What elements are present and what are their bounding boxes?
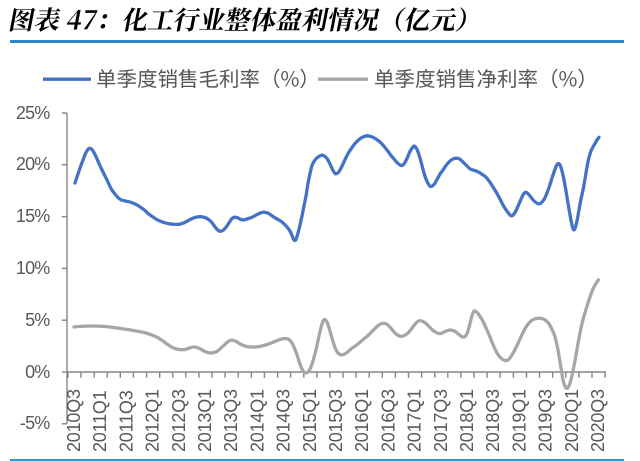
svg-text:2020Q1: 2020Q1 [562, 389, 582, 452]
svg-text:2015Q1: 2015Q1 [300, 389, 320, 452]
svg-text:2020Q3: 2020Q3 [588, 389, 608, 452]
svg-text:2011Q1: 2011Q1 [90, 390, 110, 452]
svg-text:2013Q3: 2013Q3 [221, 389, 241, 452]
svg-text:2019Q3: 2019Q3 [536, 389, 556, 452]
svg-text:2016Q3: 2016Q3 [378, 389, 398, 452]
svg-text:2015Q3: 2015Q3 [326, 389, 346, 452]
svg-text:2019Q1: 2019Q1 [509, 389, 529, 452]
svg-text:2018Q1: 2018Q1 [457, 389, 477, 452]
svg-text:2014Q3: 2014Q3 [274, 389, 294, 452]
svg-text:2012Q1: 2012Q1 [143, 389, 163, 452]
svg-text:2017Q3: 2017Q3 [431, 389, 451, 452]
svg-text:2010Q3: 2010Q3 [64, 389, 84, 452]
svg-text:2013Q1: 2013Q1 [195, 389, 215, 452]
svg-text:2011Q3: 2011Q3 [116, 390, 136, 452]
svg-text:2016Q1: 2016Q1 [352, 389, 372, 452]
svg-text:2018Q3: 2018Q3 [483, 389, 503, 452]
svg-text:2014Q1: 2014Q1 [247, 389, 267, 452]
svg-text:2017Q1: 2017Q1 [405, 389, 425, 452]
svg-text:2012Q3: 2012Q3 [169, 389, 189, 452]
